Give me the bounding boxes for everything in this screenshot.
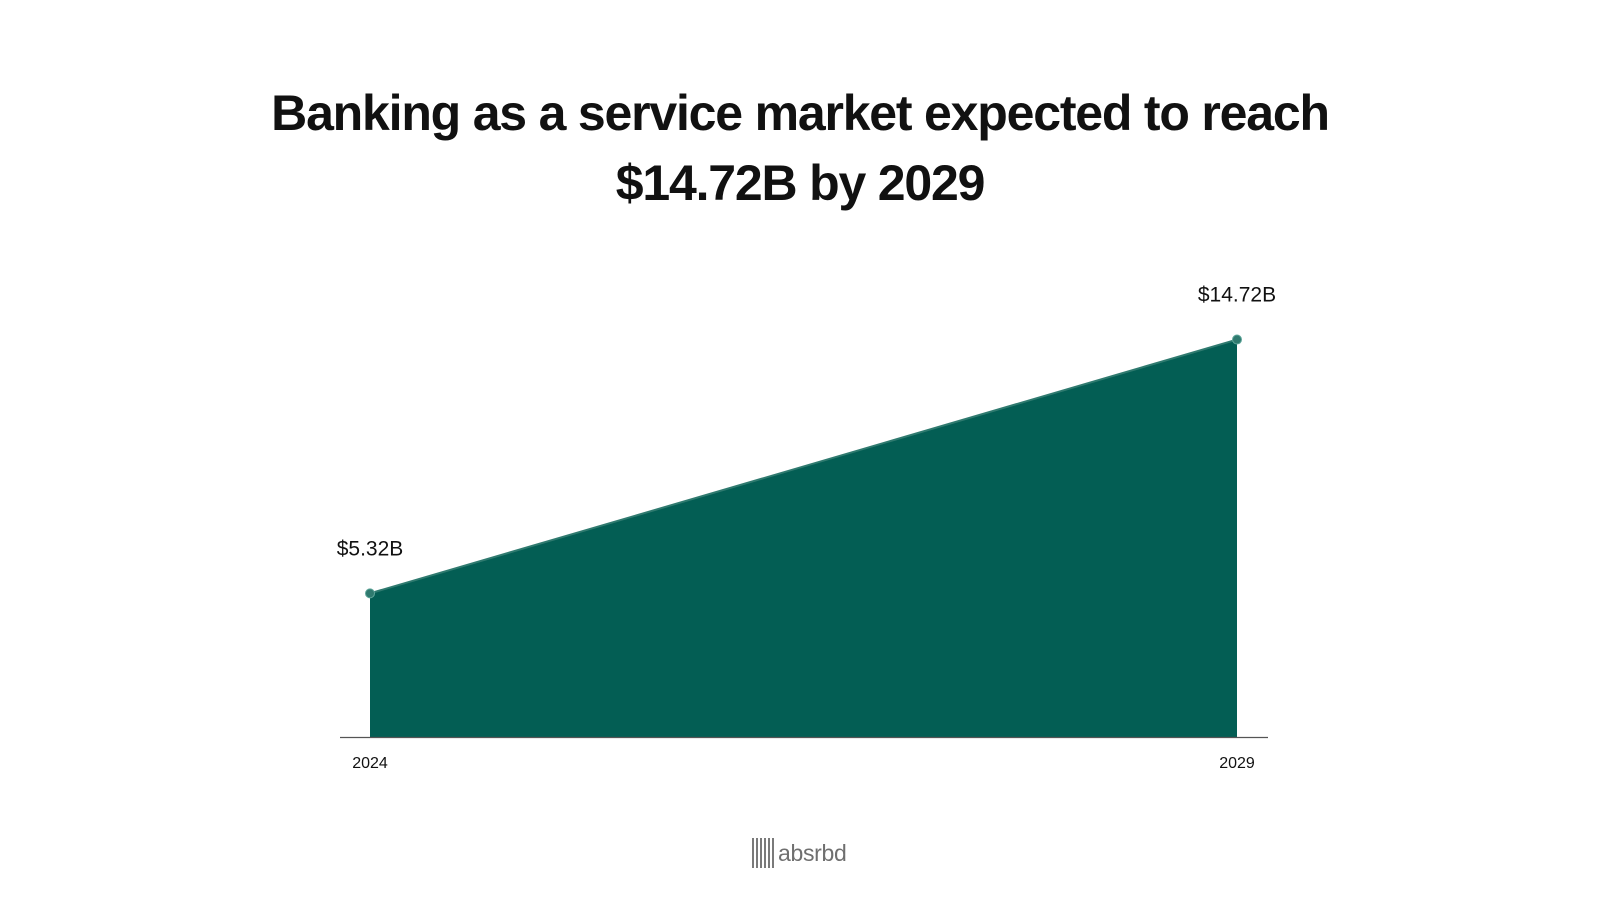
- series-line: [369, 338, 1238, 595]
- x-tick-label-2024: 2024: [352, 755, 388, 772]
- logo-text: absrbd: [778, 839, 847, 866]
- data-label-2029: $14.72B: [1198, 284, 1276, 307]
- absrbd-logo: absrbd: [752, 836, 847, 870]
- chart-title: Banking as a service market expected to …: [0, 78, 1600, 218]
- chart-title-line-1: Banking as a service market expected to …: [271, 85, 1330, 141]
- data-point-2024: [365, 588, 375, 599]
- x-tick-label-2029: 2029: [1219, 755, 1255, 772]
- barcode-logo-icon: [752, 838, 774, 868]
- area-fill: [370, 339, 1237, 737]
- chart-title-line-2: $14.72B by 2029: [615, 155, 986, 211]
- data-point-2029: [1232, 334, 1242, 345]
- data-label-2024: $5.32B: [337, 537, 404, 560]
